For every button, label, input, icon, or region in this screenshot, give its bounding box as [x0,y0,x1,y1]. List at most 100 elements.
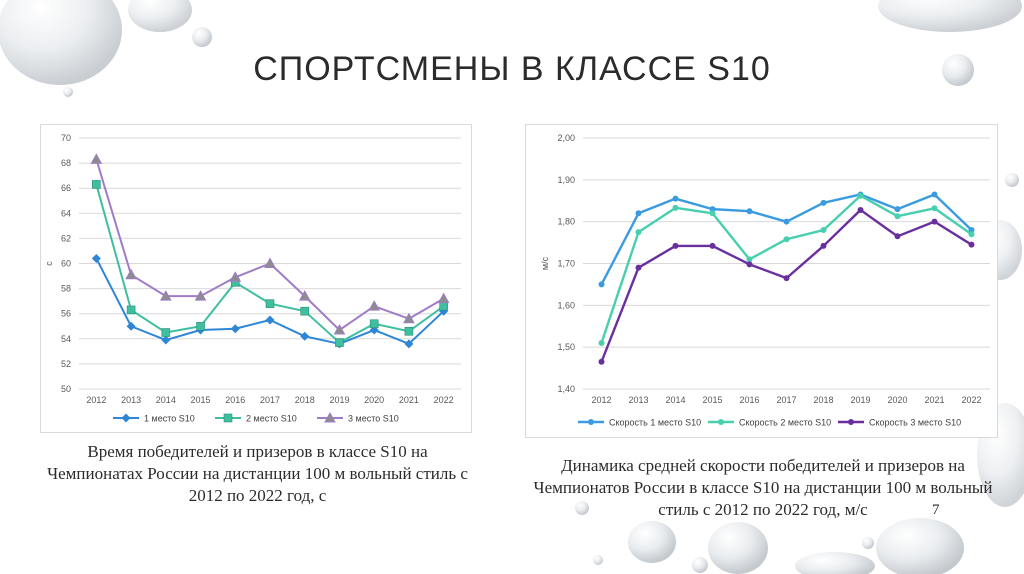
data-point [91,253,101,263]
data-point [404,326,414,336]
y-tick-label: 52 [61,359,71,369]
data-point [931,218,938,225]
y-tick-label: 66 [61,183,71,193]
legend-label: Скорость 2 место S10 [739,418,831,428]
data-point [968,227,975,234]
data-point [894,206,901,213]
data-point [265,315,275,325]
data-point [439,301,448,311]
data-point [335,338,344,347]
data-point [404,339,414,349]
data-point [598,281,605,288]
x-tick-label: 2018 [813,395,833,405]
data-point [161,328,171,337]
data-point [894,233,901,240]
data-point [333,323,346,335]
data-point [161,335,171,345]
legend-label: 1 место S10 [144,414,195,424]
data-point [90,153,103,164]
x-tick-label: 2019 [329,395,349,405]
x-tick-label: 2016 [739,395,759,405]
data-point [672,195,679,202]
data-point [230,324,240,334]
legend-label: 2 место S10 [246,414,297,424]
x-tick-label: 2019 [850,395,870,405]
speed-chart-caption: Динамика средней скорости победителей и … [533,456,993,519]
data-point [369,319,379,329]
y-tick-label: 1,90 [557,175,575,185]
data-point [746,261,753,268]
data-point [931,191,938,198]
y-tick-label: 56 [61,309,71,319]
time-chart-caption: Время победителей и призеров в классе S1… [47,442,468,505]
legend-label: Скорость 1 место S10 [609,418,701,428]
data-point [300,331,310,341]
y-tick-label: 1,50 [557,342,575,352]
y-tick-label: 70 [61,133,71,143]
y-tick-label: 62 [61,233,71,243]
time-chart-panel: 50 52 54 56 58 60 62 64 66 68 70 2012 2013 2014 2015 20… [40,124,472,433]
x-tick-label: 2017 [260,395,280,405]
data-point [820,242,827,249]
data-point [635,229,642,236]
data-point [746,256,753,263]
legend-marker [848,419,854,425]
x-tick-label: 2014 [665,395,685,405]
y-tick-label: 60 [61,259,71,269]
data-point [709,242,716,249]
x-tick-label: 2020 [364,395,384,405]
data-point [194,290,207,301]
y-axis-label: м/с [540,256,550,270]
data-point [229,271,242,282]
x-tick-label: 2012 [86,395,106,405]
data-point [709,206,716,213]
y-tick-label: 50 [61,384,71,394]
data-point [159,290,172,301]
data-point [968,241,975,248]
x-tick-label: 2021 [924,395,944,405]
y-tick-label: 1,40 [557,384,575,394]
legend-label: 3 место S10 [348,414,399,424]
y-tick-label: 64 [61,208,71,218]
data-point [598,358,605,365]
y-tick-label: 1,70 [557,259,575,269]
data-point [672,242,679,249]
x-tick-label: 2021 [399,395,419,405]
data-point [598,339,605,346]
x-tick-label: 2014 [156,395,176,405]
x-tick-label: 2015 [702,395,722,405]
data-point [264,257,276,268]
x-tick-label: 2012 [591,395,611,405]
data-point [92,180,101,189]
page-number: 7 [932,502,940,518]
data-point [783,275,790,282]
series-line [600,208,973,363]
data-point [196,321,205,331]
x-tick-label: 2013 [628,395,648,405]
data-point [820,227,827,234]
series-line [600,194,973,344]
data-point [126,305,136,315]
data-point [437,292,450,304]
speed-chart-panel: 1,40 1,50 1,60 1,70 1,80 1,90 2,00 2012 2013 2014… [525,124,998,438]
legend-marker [324,411,336,423]
x-tick-label: 2015 [191,395,211,405]
x-tick-label: 2020 [887,395,907,405]
data-point [931,205,938,212]
y-tick-label: 1,60 [557,300,575,310]
x-tick-label: 2016 [225,395,245,405]
y-tick-label: 58 [61,284,71,294]
data-point [635,264,642,271]
y-tick-label: 54 [61,334,71,344]
data-point [857,192,864,199]
y-tick-label: 68 [61,158,71,168]
data-point [368,300,381,311]
data-point [857,206,864,213]
data-point [709,210,716,217]
data-point [265,299,275,308]
data-point [300,306,310,316]
data-point [125,268,137,280]
x-tick-label: 2022 [961,395,981,405]
slide-title: СПОРТСМЕНЫ В КЛАССЕ S10 [253,50,771,88]
legend-marker [718,419,724,425]
